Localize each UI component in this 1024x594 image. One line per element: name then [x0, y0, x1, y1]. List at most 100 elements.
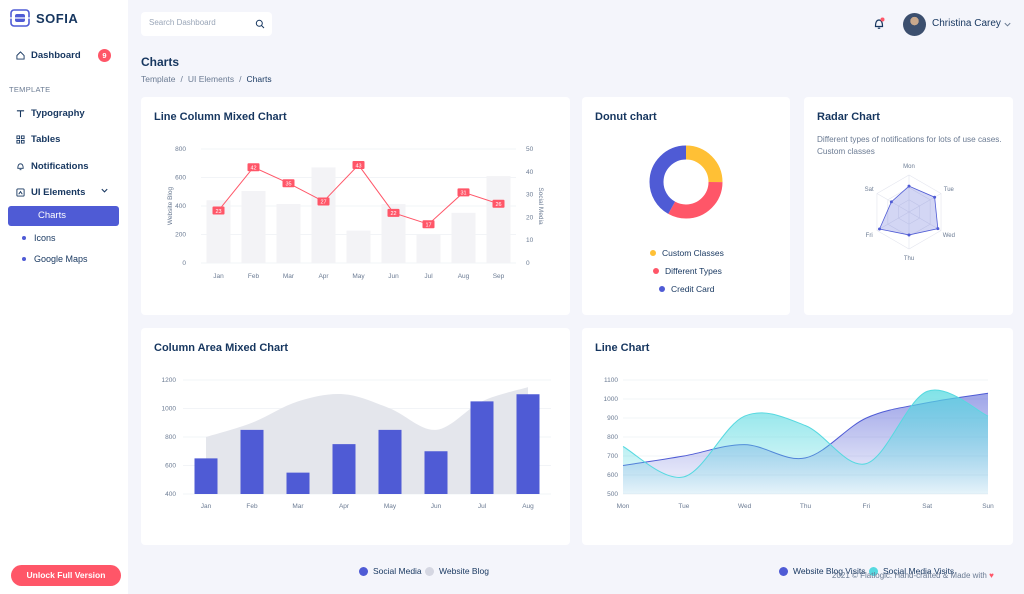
x-tick-label: Apr [339, 503, 350, 510]
sidebar-item-label: Notifications [31, 161, 89, 172]
radar-chart-card: Radar Chart Different types of notificat… [804, 97, 1013, 315]
donut-slice [649, 145, 723, 219]
data-label-bg [387, 208, 400, 217]
y-axis-label: Website Blog [167, 187, 174, 226]
legend-item[interactable]: Social Media [359, 566, 422, 576]
legend-label: Social Media [373, 566, 422, 576]
bar [311, 167, 336, 263]
sidebar-subitem-google-maps[interactable]: Google Maps [22, 254, 88, 264]
bar [286, 472, 310, 494]
radar-label: Thu [904, 256, 914, 262]
data-label-bg [247, 163, 260, 172]
legend-item[interactable]: Website Blog [425, 566, 489, 576]
line-chart: 500 600 700 800 900 1000 1100 Mon Tue Wed Thu Fri Sa… [604, 377, 995, 510]
x-tick-label: Feb [248, 273, 260, 280]
legend-item[interactable]: Different Types [653, 266, 722, 276]
sidebar-item-tables[interactable]: Tables [16, 134, 60, 145]
legend-item[interactable]: Custom Classes [650, 248, 724, 258]
breadcrumb-item[interactable]: Template [141, 74, 176, 84]
notification-badge: 9 [98, 49, 111, 62]
sidebar-section-label: TEMPLATE [9, 85, 51, 94]
breadcrumb-separator: / [239, 74, 242, 84]
y-tick-label: 200 [175, 232, 186, 239]
sidebar-item-dashboard[interactable]: Dashboard [16, 50, 81, 61]
card-description: Different types of notifications for lot… [817, 135, 1002, 156]
card-title: Line Chart [595, 342, 650, 354]
legend-label: Custom Classes [662, 248, 724, 258]
x-tick-label: Apr [318, 273, 329, 280]
y-tick-label: 900 [607, 415, 618, 422]
bar [194, 458, 218, 494]
radar-axis [876, 211, 910, 231]
search-icon[interactable] [255, 19, 265, 29]
sidebar-subitem-icons[interactable]: Icons [22, 233, 56, 243]
avatar[interactable] [903, 13, 926, 36]
legend-dot [779, 566, 788, 576]
x-tick-label: Jul [424, 273, 433, 280]
brand[interactable]: SOFIA [10, 9, 78, 27]
radar-label: Sat [865, 187, 874, 193]
sidebar-item-label: Tables [31, 134, 61, 145]
sidebar-item-ui-elements[interactable]: UI Elements [16, 187, 85, 198]
bar [516, 394, 540, 494]
page-title: Charts [141, 55, 180, 69]
x-tick-label: May [352, 273, 365, 280]
bar [416, 234, 441, 263]
legend-item[interactable]: Credit Card [659, 284, 714, 294]
brand-name: SOFIA [36, 10, 79, 26]
bar [424, 451, 448, 494]
series-line [622, 389, 989, 478]
legend-item[interactable]: Website Blog Visits [779, 566, 865, 576]
legend-label: Website Blog [439, 566, 489, 576]
bar [486, 176, 511, 263]
line-column-chart: 0 200 400 600 800 0 10 20 30 40 50 Jan Feb Mar Apr May J… [167, 146, 544, 280]
data-label: 42 [250, 166, 256, 172]
sidebar-item-typography[interactable]: Typography [16, 108, 85, 119]
y-tick-label: 1000 [162, 406, 177, 413]
home-icon [16, 51, 25, 60]
bar [276, 204, 301, 263]
bar [470, 401, 494, 494]
y-tick-label: 600 [175, 175, 186, 182]
x-tick-label: Mar [283, 273, 295, 280]
radar-axis [908, 211, 942, 231]
bullet-icon [22, 257, 26, 261]
sidebar-subitem-label: Icons [34, 233, 56, 243]
donut-chart-card: Donut chart Custom Classes Different Typ… [582, 97, 790, 315]
data-label-bg [352, 160, 365, 169]
legend-label: Social Media Visits [883, 566, 955, 576]
search-input[interactable] [149, 18, 249, 27]
logo-icon [10, 9, 30, 27]
chevron-down-icon[interactable] [100, 186, 109, 195]
x-tick-label: Mar [292, 503, 304, 510]
card-title: Donut chart [595, 111, 657, 123]
legend-dot [425, 566, 434, 576]
user-name[interactable]: Christina Carey [932, 18, 1001, 29]
y2-tick-label: 0 [526, 260, 530, 267]
radar-label: Fri [866, 233, 873, 239]
bar [240, 429, 264, 494]
x-tick-label: Sat [922, 503, 932, 510]
y-tick-label: 400 [175, 203, 186, 210]
donut-slice [649, 145, 723, 219]
legend-label: Different Types [665, 266, 722, 276]
donut-chart [649, 145, 723, 219]
bullet-icon [22, 236, 26, 240]
breadcrumb-item[interactable]: UI Elements [187, 74, 235, 84]
chevron-down-icon[interactable] [1003, 20, 1012, 29]
sidebar-item-notifications[interactable]: Notifications [16, 161, 89, 172]
data-label-bg [282, 179, 295, 188]
radar-axis [876, 193, 910, 213]
sidebar-item-label: UI Elements [31, 187, 86, 198]
x-tick-label: Jun [431, 503, 442, 510]
x-tick-label: Feb [246, 503, 258, 510]
data-label: 23 [215, 209, 221, 215]
card-title: Column Area Mixed Chart [154, 342, 289, 354]
heart-icon: ♥ [989, 571, 994, 580]
sidebar-subitem-charts[interactable]: Charts [8, 206, 119, 226]
legend-dot [659, 286, 665, 292]
bell-icon [17, 163, 24, 171]
notification-bell-icon[interactable] [873, 17, 885, 30]
legend-item[interactable]: Social Media Visits [869, 566, 954, 576]
unlock-full-version-button[interactable]: Unlock Full Version [11, 565, 121, 586]
